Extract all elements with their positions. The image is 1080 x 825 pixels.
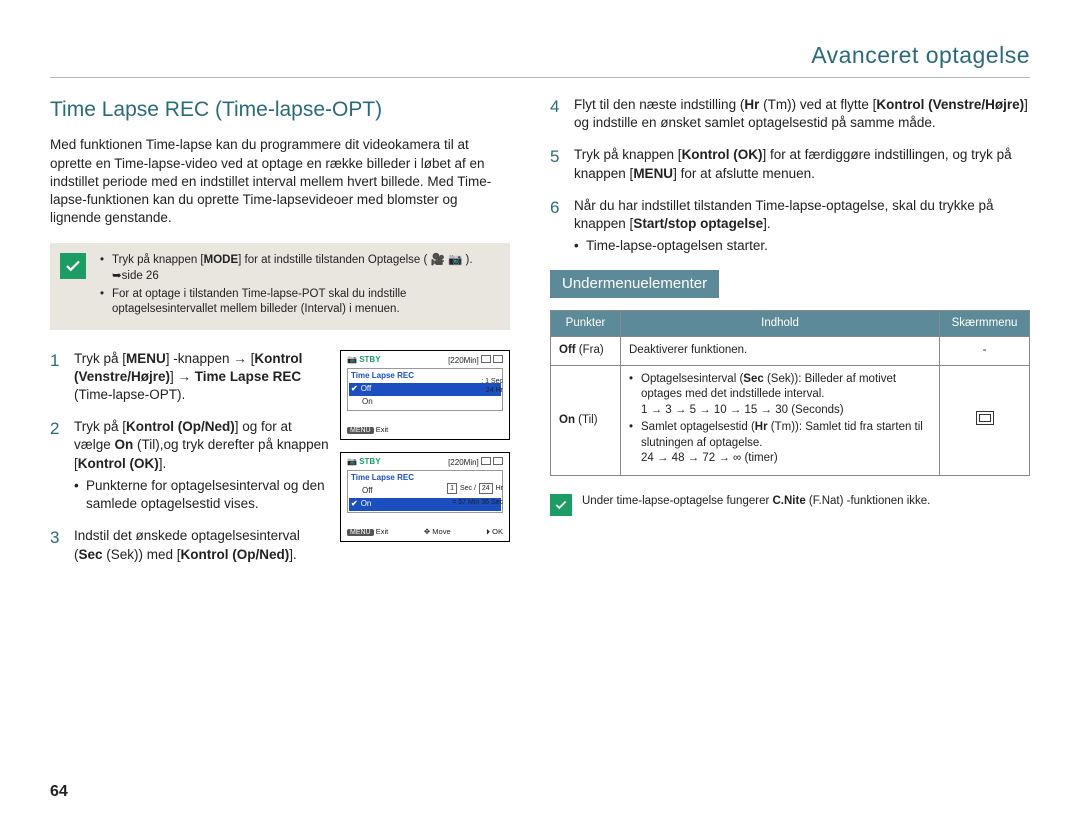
timelapse-icon [976,411,994,425]
right-column: Flyt til den næste indstilling (Hr (Tm))… [550,96,1030,578]
cell-off-desc: Deaktiverer funktionen. [621,337,940,366]
submenu-heading: Undermenuelementer [550,270,719,298]
step-5: Tryk på knappen [Kontrol (OK)] for at fæ… [550,146,1030,182]
th-content: Indhold [621,310,940,337]
note-icon-small [550,494,572,516]
camera-screenshot-1: 📷 STBY [220Min] Time Lapse REC ✔Off On :… [340,350,510,440]
footer-note-text: Under time-lapse-optagelse fungerer C.Ni… [582,494,930,510]
steps-right: Flyt til den næste indstilling (Hr (Tm))… [550,96,1030,256]
cell-off-icon: - [940,337,1030,366]
step-6-sub: Time-lapse-optagelsen starter. [574,237,1030,255]
note-list: Tryk på knappen [MODE] for at indstille … [100,253,496,317]
section-title: Time Lapse REC (Time-lapse-OPT) [50,96,510,124]
cell-on-label: On (Til) [551,365,621,475]
th-screen: Skærmmenu [940,310,1030,337]
cell-on-desc: Optagelsesinterval (Sec (Sek)): Billeder… [621,365,940,475]
step-2: Tryk på [Kontrol (Op/Ned)] og for at væl… [50,418,330,513]
intro-paragraph: Med funktionen Time-lapse kan du program… [50,136,510,227]
step-6: Når du har indstillet tilstanden Time-la… [550,197,1030,256]
note-item-1: Tryk på knappen [MODE] for at indstille … [100,253,496,284]
footer-note: Under time-lapse-optagelse fungerer C.Ni… [550,494,1030,516]
step-4: Flyt til den næste indstilling (Hr (Tm))… [550,96,1030,132]
columns-wrap: Time Lapse REC (Time-lapse-OPT) Med funk… [50,96,1030,578]
note-item-2: For at optage i tilstanden Time-lapse-PO… [100,287,496,318]
cell-off-label: Off (Fra) [551,337,621,366]
table-row-on: On (Til) Optagelsesinterval (Sec (Sek)):… [551,365,1030,475]
left-column: Time Lapse REC (Time-lapse-OPT) Med funk… [50,96,510,578]
cell-on-icon [940,365,1030,475]
steps-left: Tryk på [MENU] -knappen → [Kontrol (Vens… [50,350,330,578]
step-1: Tryk på [MENU] -knappen → [Kontrol (Vens… [50,350,330,405]
check-icon [60,253,86,279]
note-box: Tryk på knappen [MODE] for at indstille … [50,243,510,329]
table-row-off: Off (Fra) Deaktiverer funktionen. - [551,337,1030,366]
page-number: 64 [50,781,68,803]
camera-screenshots: 📷 STBY [220Min] Time Lapse REC ✔Off On :… [340,350,510,542]
page-header-title: Avanceret optagelse [50,40,1030,78]
camera-screenshot-2: 📷 STBY [220Min] Time Lapse REC Off ✔On 1… [340,452,510,542]
step-3: Indstil det ønskede optagelsesinterval (… [50,527,330,563]
th-points: Punkter [551,310,621,337]
submenu-table: Punkter Indhold Skærmmenu Off (Fra) Deak… [550,310,1030,476]
step-2-sub: Punkterne for optagelsesinterval og den … [74,477,330,513]
